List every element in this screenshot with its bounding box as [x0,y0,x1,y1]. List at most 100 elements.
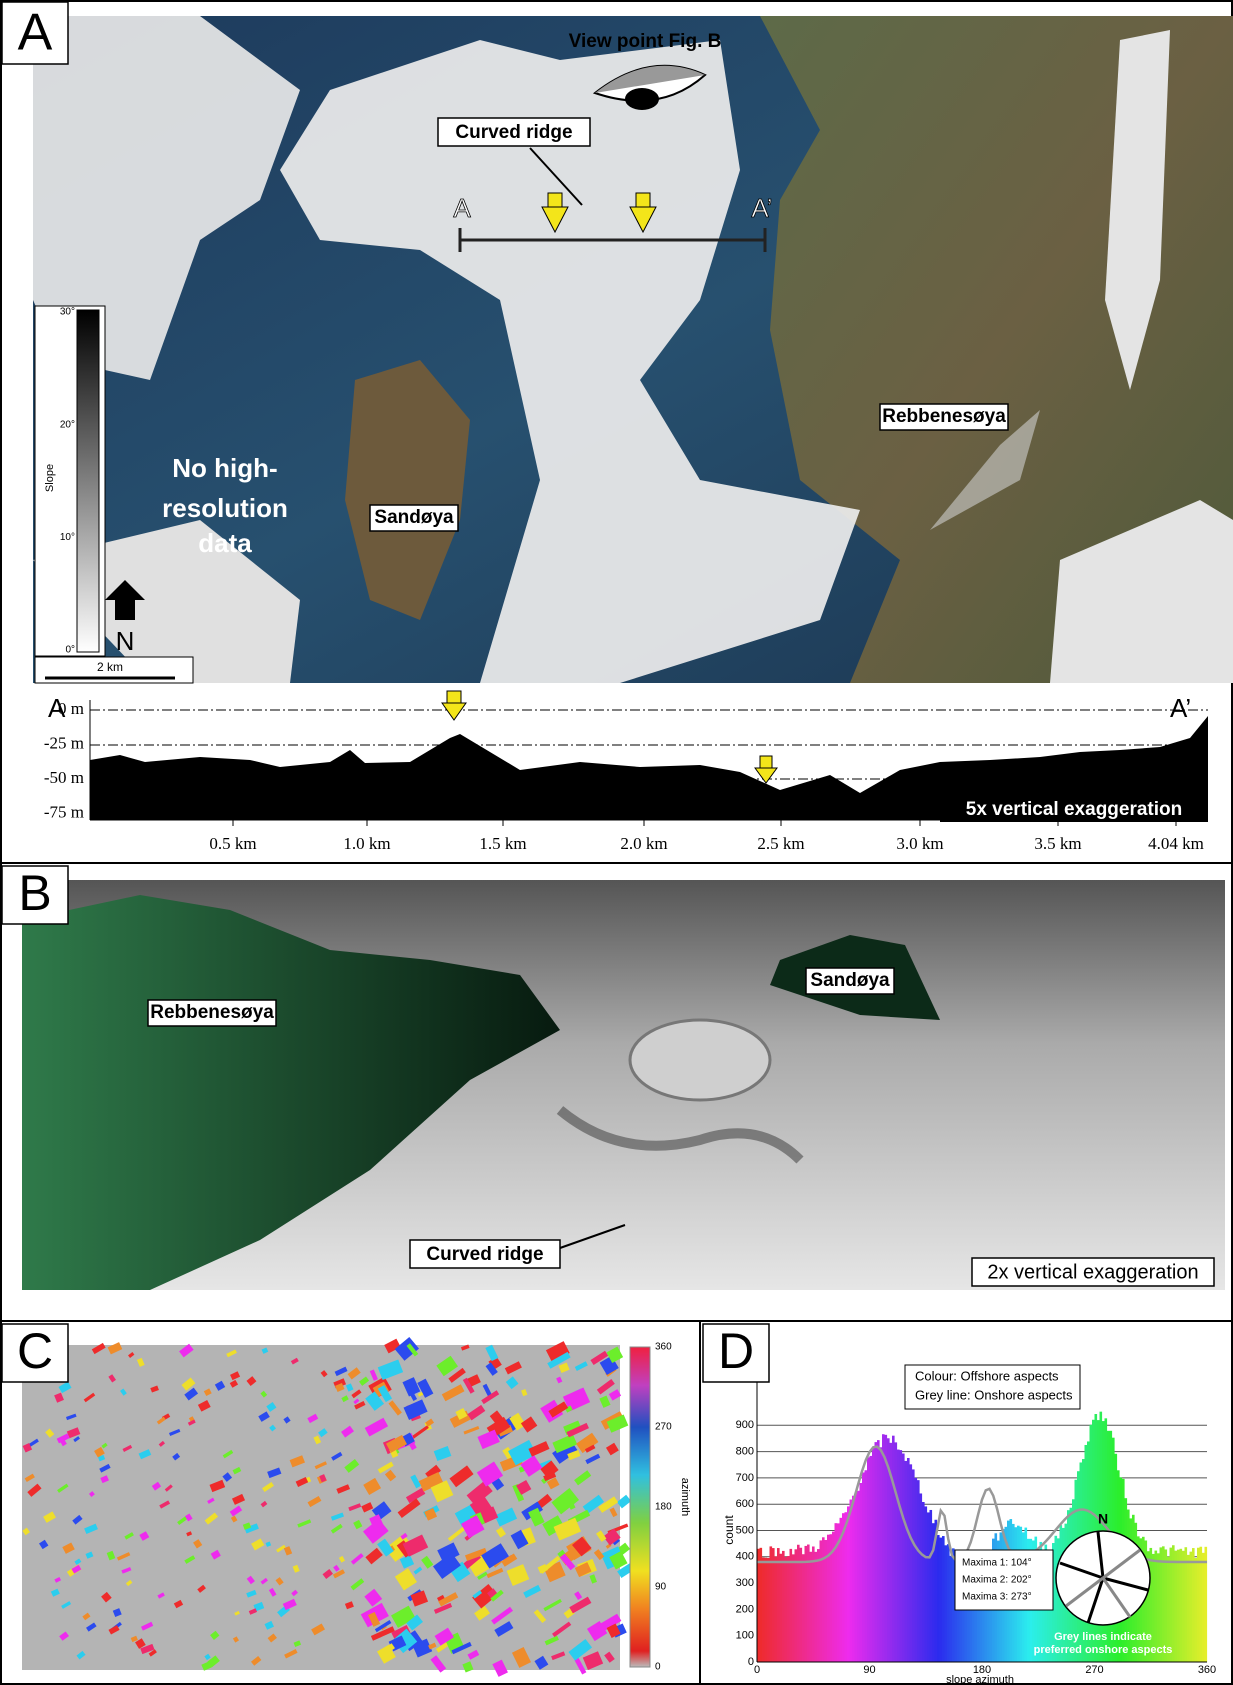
y-tick-label: 100 [736,1630,754,1642]
bar [850,1500,853,1662]
x-tick-label: 0 [754,1664,760,1676]
bar [815,1552,818,1662]
tick-label: 0 [655,1662,661,1673]
y-tick-label: -25 m [44,733,84,752]
label: Curved ridge [426,1244,543,1265]
legend-entry: Grey line: Onshore aspects [915,1387,1073,1402]
bar [925,1506,928,1662]
bar [860,1483,863,1662]
bar [822,1537,825,1662]
bar [805,1546,808,1662]
bar [950,1556,953,1662]
bar [845,1512,848,1662]
bar [775,1556,778,1662]
bar [812,1546,815,1662]
label: Sandøya [810,970,890,991]
x-tick-label: 90 [863,1664,875,1676]
bar [905,1461,908,1662]
bar [912,1469,915,1662]
bar [877,1440,880,1662]
x-tick-label: 3.5 km [1034,834,1081,853]
label: Sandøya [374,507,454,528]
colorbar [77,310,99,652]
bar [917,1480,920,1662]
bar [772,1548,775,1662]
x-axis-title: slope azimuth [946,1674,1014,1685]
y-tick-label: 300 [736,1577,754,1589]
bar [862,1472,865,1662]
x-tick-label: 270 [1085,1664,1103,1676]
bar [937,1535,940,1662]
bar [1190,1552,1193,1662]
bar [777,1548,780,1662]
bar [1200,1547,1203,1662]
y-tick-label: 0 m [58,699,84,718]
bar [915,1478,918,1662]
bar [800,1548,803,1662]
profile: A A’ 5x vertical exaggeration 0 m-25 m-5… [44,691,1208,853]
bar [795,1549,798,1662]
bar [847,1506,850,1662]
tick-label: 180 [655,1502,672,1513]
label: data [198,528,252,558]
label: Rebbenesøya [150,1002,274,1023]
label: A [453,193,471,223]
bar [947,1544,950,1662]
bar [940,1538,943,1662]
bar [907,1458,910,1662]
bar [855,1493,858,1662]
label: View point Fig. B [569,31,722,52]
bar [922,1502,925,1662]
panel-letter: D [718,1323,754,1379]
label: No high- [172,453,277,483]
bar [920,1493,923,1662]
label: preferred onshore aspects [1034,1644,1173,1656]
bar [787,1556,790,1662]
x-tick-label: 1.5 km [479,834,526,853]
tick-label: 0° [65,645,75,656]
label: 5x vertical exaggeration [966,799,1183,820]
bar [770,1546,773,1662]
y-tick-label: 800 [736,1446,754,1458]
tick-label: 10° [60,532,75,543]
bar [902,1454,905,1662]
y-tick-label: 700 [736,1472,754,1484]
bar [1175,1551,1178,1662]
bar [865,1470,868,1662]
bar [1202,1553,1205,1662]
panel-letter: C [17,1323,53,1379]
panel-letter: A [18,4,53,62]
bar [930,1510,933,1662]
x-tick-label: 3.0 km [896,834,943,853]
tick-label: 90 [655,1582,667,1593]
scalebar-label: 2 km [97,660,123,674]
bar [857,1491,860,1662]
bar [895,1442,898,1662]
marker [442,691,466,720]
y-tick-label: -50 m [44,768,84,787]
x-tick-label: 2.0 km [620,834,667,853]
bar [767,1558,770,1662]
tick-label: 30° [60,307,75,318]
bar [1192,1548,1195,1662]
legend-title: Slope [44,464,56,492]
bar [792,1554,795,1662]
label: Maxima 3: 273° [962,1592,1032,1603]
bar [880,1447,883,1662]
y-tick-label: -75 m [44,802,84,821]
panel-letter: B [18,865,51,921]
bar [817,1549,820,1662]
x-tick-label: 1.0 km [343,834,390,853]
north-label: N [116,626,135,656]
map-a [33,16,1233,683]
tick-label: 270 [655,1422,672,1433]
bar [892,1436,895,1662]
bar [1187,1555,1190,1662]
colorbar-title: azimuth [679,1478,691,1517]
bar [802,1554,805,1662]
bar [762,1558,765,1662]
bar [810,1552,813,1662]
bar [780,1554,783,1662]
bar [1177,1550,1180,1662]
bar [897,1450,900,1662]
